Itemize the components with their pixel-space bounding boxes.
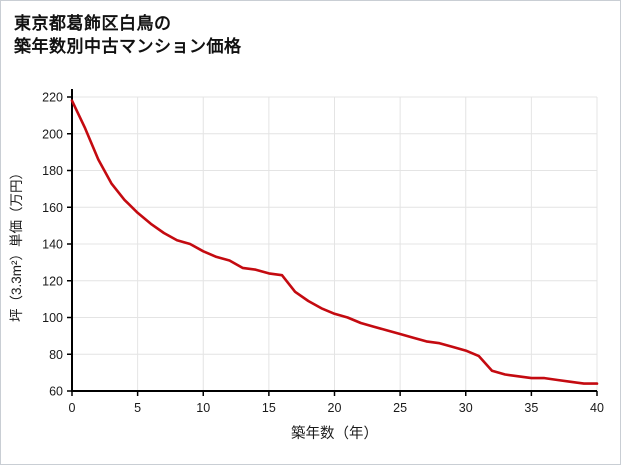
x-tick-label: 0 (69, 401, 76, 415)
chart-title-line1: 東京都葛飾区白鳥の (14, 14, 172, 33)
y-tick-label: 140 (42, 237, 63, 251)
x-tick-label: 30 (459, 401, 473, 415)
x-tick-label: 35 (524, 401, 538, 415)
x-tick-label: 15 (262, 401, 276, 415)
y-tick-label: 60 (49, 384, 63, 398)
y-tick-label: 220 (42, 90, 63, 104)
chart-title-line2: 築年数別中古マンション価格 (14, 37, 242, 57)
y-axis-label: 坪（3.3m²）単価（万円） (9, 166, 24, 322)
x-tick-label: 5 (134, 401, 141, 415)
y-tick-label: 200 (42, 127, 63, 141)
line-chart: 0 5 10 15 20 25 30 35 40 60 80 100 120 140 160 180 200 22… (9, 88, 604, 442)
y-tick-label: 180 (42, 164, 63, 178)
x-tick-label: 20 (328, 401, 342, 415)
x-axis-label: 築年数（年） (291, 424, 378, 442)
x-tick-label: 40 (590, 401, 604, 415)
y-tick-label: 100 (42, 311, 63, 325)
y-tick-label: 160 (42, 201, 63, 215)
y-tick-label: 120 (42, 274, 63, 288)
x-tick-label: 25 (393, 401, 407, 415)
price-line-series (70, 99, 599, 385)
chart-title: 東京都葛飾区白鳥の 築年数別中古マンション価格 (1, 1, 620, 59)
y-tick-label: 80 (49, 348, 63, 362)
x-tick-label: 10 (196, 401, 210, 415)
